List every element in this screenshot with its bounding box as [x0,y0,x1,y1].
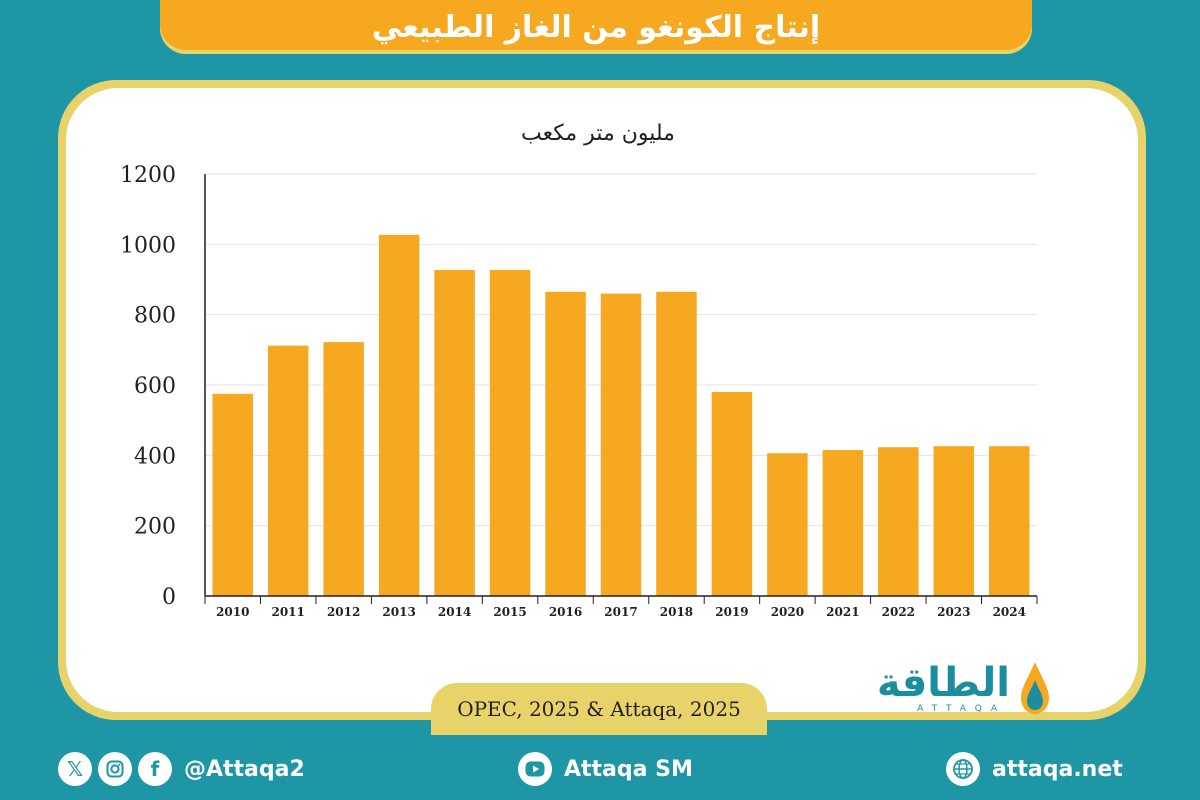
y-tick-label: 1200 [120,163,176,188]
bar [989,446,1030,596]
y-tick-labels: 0 200 400 600 800 1000 1200 [120,163,176,610]
youtube-channel[interactable]: Attaqa SM [564,756,693,782]
x-tick-label: 2013 [382,605,415,619]
bar [545,291,586,596]
youtube-link[interactable]: Attaqa SM [518,746,693,792]
globe-icon[interactable] [946,752,980,786]
bar [212,393,253,596]
x-tick-label: 2023 [937,605,970,619]
drop-icon [1021,662,1049,714]
page-title: إنتاج الكونغو من الغاز الطبيعي [371,9,821,45]
axes [204,174,1038,604]
x-tick-label: 2011 [271,605,304,619]
bar [600,293,642,596]
bar [878,447,919,596]
bar [711,392,753,596]
x-tick-label: 2022 [882,605,915,619]
x-tick-label: 2016 [549,605,582,619]
logo-wordmark: الطاقة [876,660,1010,706]
bar [489,270,531,596]
bar [656,291,697,596]
source-text: OPEC, 2025 & Attaqa, 2025 [457,697,741,721]
x-tick-label: 2012 [327,605,360,619]
y-tick-label: 600 [134,374,176,399]
bar [933,446,975,596]
title-banner: إنتاج الكونغو من الغاز الطبيعي [160,0,1032,54]
x-tick-label: 2024 [993,605,1026,619]
x-tick-label: 2010 [216,605,249,619]
bars [212,234,1030,597]
social-handle[interactable]: @Attaqa2 [184,756,305,782]
bar [822,450,864,596]
attaqa-logo: الطاقة ATTAQA [868,660,1058,722]
logo-latin: ATTAQA [917,704,1006,714]
x-tick-label: 2017 [604,605,637,619]
x-tick-label: 2018 [660,605,693,619]
website-link[interactable]: attaqa.net [946,746,1123,792]
x-tick-label: 2019 [715,605,748,619]
instagram-icon[interactable] [98,752,132,786]
y-tick-label: 800 [134,304,176,329]
unit-label: مليون متر مكعب [521,121,675,146]
footer: 𝕏 f @Attaqa2 Attaqa SM attaqa.net [0,740,1200,800]
x-tick-label: 2014 [438,605,471,619]
x-tick-label: 2015 [493,605,526,619]
youtube-icon[interactable] [518,752,552,786]
bar [323,342,364,596]
website-url[interactable]: attaqa.net [992,756,1123,782]
social-links: 𝕏 f @Attaqa2 [58,746,305,792]
bar [434,270,475,596]
x-icon[interactable]: 𝕏 [58,752,92,786]
y-tick-label: 400 [134,444,176,469]
y-tick-label: 0 [162,585,176,610]
x-tick-label: 2020 [771,605,804,619]
y-tick-label: 1000 [120,233,176,258]
bar [378,234,420,597]
bar [767,453,808,596]
x-tick-label: 2021 [826,605,859,619]
x-tick-labels: 2010 2011 2012 2013 2014 2015 2016 2017 2018 2019… [216,605,1026,619]
bar [267,345,309,596]
source-label: OPEC, 2025 & Attaqa, 2025 [431,683,767,735]
facebook-icon[interactable]: f [138,752,172,786]
y-tick-label: 200 [134,515,176,540]
